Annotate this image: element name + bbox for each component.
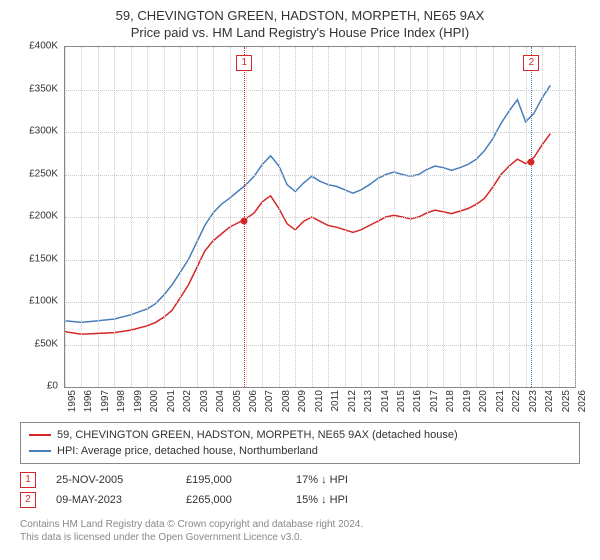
x-tick-label: 2017 — [429, 390, 440, 412]
y-tick-label: £50K — [35, 338, 58, 349]
sale-pct: 17% ↓ HPI — [296, 474, 386, 486]
footer-line1: Contains HM Land Registry data © Crown c… — [20, 518, 580, 531]
y-tick-label: £250K — [29, 168, 58, 179]
x-tick-label: 1996 — [83, 390, 94, 412]
y-tick-label: £350K — [29, 83, 58, 94]
sale-date: 09-MAY-2023 — [56, 494, 166, 506]
sale-vline — [531, 47, 532, 387]
x-tick-label: 2023 — [528, 390, 539, 412]
footer-line2: This data is licensed under the Open Gov… — [20, 531, 580, 544]
legend-swatch — [29, 450, 51, 452]
x-tick-label: 2019 — [462, 390, 473, 412]
title-address: 59, CHEVINGTON GREEN, HADSTON, MORPETH, … — [8, 8, 592, 23]
legend-label: HPI: Average price, detached house, Nort… — [57, 445, 318, 457]
x-tick-label: 1995 — [67, 390, 78, 412]
title-subtitle: Price paid vs. HM Land Registry's House … — [8, 25, 592, 40]
y-tick-label: £300K — [29, 126, 58, 137]
x-tick-label: 1999 — [133, 390, 144, 412]
plot-area: 12 — [64, 46, 576, 388]
sale-date: 25-NOV-2005 — [56, 474, 166, 486]
legend-swatch — [29, 434, 51, 436]
x-tick-label: 2021 — [495, 390, 506, 412]
x-tick-label: 2011 — [330, 390, 341, 412]
y-tick-label: £150K — [29, 253, 58, 264]
x-tick-label: 2022 — [511, 390, 522, 412]
x-tick-label: 2012 — [347, 390, 358, 412]
footer-note: Contains HM Land Registry data © Crown c… — [20, 518, 580, 544]
x-tick-label: 2026 — [577, 390, 588, 412]
x-tick-label: 2010 — [314, 390, 325, 412]
x-tick-label: 2013 — [363, 390, 374, 412]
x-tick-label: 2001 — [166, 390, 177, 412]
x-tick-label: 1998 — [116, 390, 127, 412]
sale-dot — [528, 158, 535, 165]
x-tick-label: 2004 — [215, 390, 226, 412]
y-tick-label: £100K — [29, 296, 58, 307]
x-tick-label: 2024 — [544, 390, 555, 412]
x-tick-label: 2015 — [396, 390, 407, 412]
x-tick-label: 2016 — [412, 390, 423, 412]
x-tick-label: 2009 — [297, 390, 308, 412]
y-tick-label: £400K — [29, 41, 58, 52]
sale-marker-box: 1 — [236, 55, 252, 71]
property-line — [65, 134, 550, 335]
sale-dot — [241, 218, 248, 225]
sale-marker: 1 — [20, 472, 36, 488]
y-axis: £0£50K£100K£150K£200K£250K£300K£350K£400… — [20, 46, 60, 386]
sale-price: £265,000 — [186, 494, 276, 506]
sale-pct: 15% ↓ HPI — [296, 494, 386, 506]
chart-container: £0£50K£100K£150K£200K£250K£300K£350K£400… — [20, 46, 580, 416]
sales-table: 1 25-NOV-2005 £195,000 17% ↓ HPI 2 09-MAY-202… — [20, 470, 580, 510]
x-tick-label: 2003 — [199, 390, 210, 412]
legend-label: 59, CHEVINGTON GREEN, HADSTON, MORPETH, … — [57, 429, 458, 441]
y-tick-label: £0 — [47, 381, 58, 392]
sale-row: 1 25-NOV-2005 £195,000 17% ↓ HPI — [20, 470, 580, 490]
sale-marker-box: 2 — [523, 55, 539, 71]
legend-item: HPI: Average price, detached house, Nort… — [29, 443, 571, 459]
x-tick-label: 2006 — [248, 390, 259, 412]
x-tick-label: 2008 — [281, 390, 292, 412]
x-tick-label: 2002 — [182, 390, 193, 412]
sale-row: 2 09-MAY-2023 £265,000 15% ↓ HPI — [20, 490, 580, 510]
x-tick-label: 2000 — [149, 390, 160, 412]
x-tick-label: 1997 — [100, 390, 111, 412]
y-tick-label: £200K — [29, 211, 58, 222]
x-tick-label: 2005 — [232, 390, 243, 412]
chart-title: 59, CHEVINGTON GREEN, HADSTON, MORPETH, … — [8, 8, 592, 40]
x-tick-label: 2025 — [561, 390, 572, 412]
x-tick-label: 2018 — [445, 390, 456, 412]
x-tick-label: 2007 — [264, 390, 275, 412]
x-tick-label: 2020 — [478, 390, 489, 412]
legend-item: 59, CHEVINGTON GREEN, HADSTON, MORPETH, … — [29, 427, 571, 443]
x-tick-label: 2014 — [380, 390, 391, 412]
sale-price: £195,000 — [186, 474, 276, 486]
sale-marker: 2 — [20, 492, 36, 508]
x-axis: 1995 1996 1997 1998 1999 2000 2001 2002 2003 2004… — [64, 388, 574, 418]
legend: 59, CHEVINGTON GREEN, HADSTON, MORPETH, … — [20, 422, 580, 464]
